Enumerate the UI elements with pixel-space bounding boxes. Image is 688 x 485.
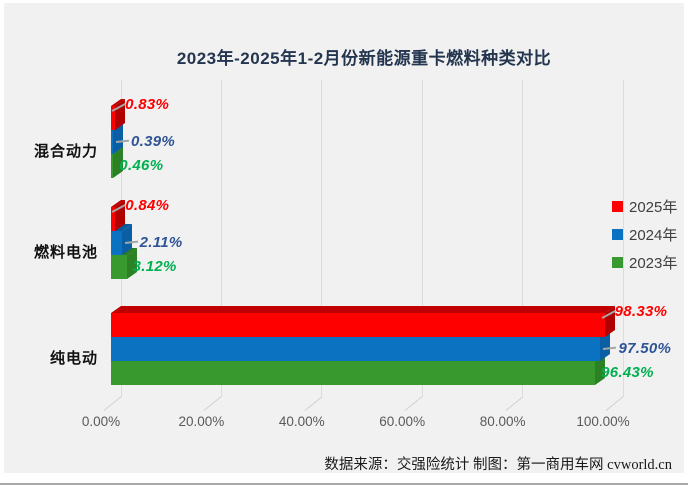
value-label: 0.39% (131, 133, 176, 150)
bar-front-face (111, 106, 116, 130)
value-label: 3.12% (132, 258, 177, 275)
gridline (522, 80, 524, 397)
bar-2024年-燃料电池 (111, 223, 132, 255)
x-axis-tick-label: 80.00% (479, 414, 526, 429)
bar-2024年-混合动力 (111, 122, 123, 154)
x-axis-tick-label: 40.00% (278, 414, 325, 429)
chart-title: 2023年-2025年1-2月份新能源重卡燃料种类对比 (176, 49, 552, 68)
bar-front-face (111, 154, 114, 178)
bar-front-face (111, 255, 127, 279)
bar-2023年-纯电动 (111, 353, 606, 385)
bar-front-face (111, 361, 596, 385)
legend-label: 2025年 (629, 198, 678, 216)
legend: 2025年 2024年 2023年 (612, 192, 677, 276)
category-label: 纯电动 (49, 351, 98, 367)
value-label: 0.84% (125, 197, 170, 214)
x-axis-tick-label: 0.00% (81, 414, 121, 429)
legend-item: 2023年 (612, 248, 677, 276)
x-axis-tick-label: 20.00% (178, 414, 225, 429)
x-axis-tick-label: 100.00% (576, 414, 630, 429)
legend-item: 2024年 (612, 220, 677, 248)
x-axis-tick-label: 60.00% (379, 414, 426, 429)
legend-label: 2023年 (629, 254, 678, 272)
bar-front-face (111, 337, 601, 361)
bar-2023年-燃料电池 (111, 247, 137, 279)
chart-background (4, 3, 684, 473)
legend-swatch-icon (612, 200, 623, 212)
bar-front-face (111, 207, 116, 231)
value-label: 0.46% (119, 157, 164, 174)
value-label: 2.11% (139, 234, 183, 251)
bar-2024年-纯电动 (111, 329, 611, 361)
source-note: 数据来源：交强险统计 制图：第一商用车网 cvworld.cn (324, 457, 672, 473)
category-label: 混合动力 (33, 144, 98, 160)
bar-2025年-纯电动 (111, 305, 615, 337)
bar-front-face (111, 130, 113, 154)
window-bottom-border (0, 483, 688, 485)
value-label: 97.50% (618, 340, 672, 357)
value-label: 96.43% (601, 364, 654, 381)
bar-2025年-混合动力 (111, 98, 126, 130)
legend-label: 2024年 (629, 226, 678, 244)
gridline (321, 80, 323, 397)
bar-2023年-混合动力 (111, 146, 124, 178)
bar-top-face (111, 306, 615, 313)
bar-2025年-燃料电池 (111, 199, 126, 231)
gridline (220, 80, 222, 397)
legend-item: 2025年 (612, 192, 677, 220)
legend-swatch-icon (612, 228, 623, 240)
category-label: 燃料电池 (33, 245, 98, 261)
bar-front-face (111, 313, 605, 337)
value-label: 98.33% (614, 303, 668, 320)
gridline (622, 80, 624, 397)
legend-swatch-icon (612, 256, 623, 268)
bar-front-face (111, 231, 122, 255)
gridline (421, 80, 423, 397)
value-label: 0.83% (125, 96, 170, 113)
